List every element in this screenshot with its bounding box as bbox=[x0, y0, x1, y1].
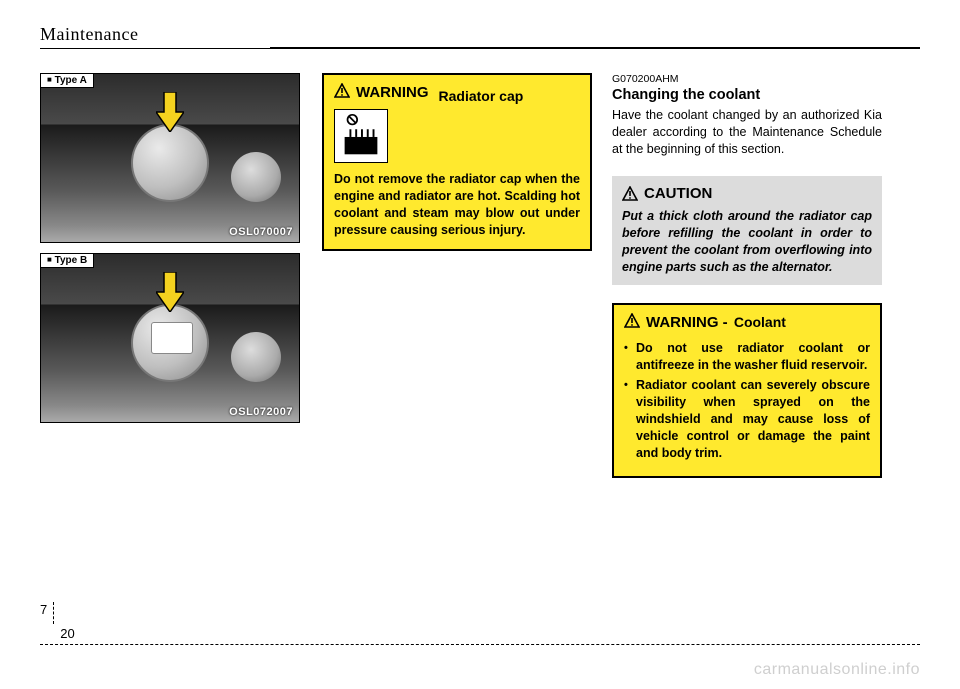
footer-rule bbox=[40, 644, 920, 645]
hot-radiator-icon bbox=[334, 109, 388, 163]
warning-triangle-icon bbox=[334, 83, 350, 99]
list-item: •Do not use radiator coolant or antifree… bbox=[624, 340, 870, 374]
chapter-number: 7 bbox=[40, 602, 54, 624]
warning-triangle-icon-2 bbox=[624, 313, 640, 329]
radiator-cap-b bbox=[131, 304, 209, 382]
caution-header: CAUTION bbox=[622, 184, 872, 204]
watermark: carmanualsonline.info bbox=[754, 661, 920, 679]
right-column: G070200AHM Changing the coolant Have the… bbox=[612, 73, 882, 492]
warning-radiator-subtitle: Radiator cap bbox=[439, 87, 524, 106]
warning-coolant-list: •Do not use radiator coolant or antifree… bbox=[624, 340, 870, 462]
rule-thick bbox=[270, 47, 920, 49]
warning-radiator-body: Do not remove the radiator cap when the … bbox=[334, 171, 580, 239]
header-rule bbox=[40, 47, 920, 49]
radiator-cap-a bbox=[131, 124, 209, 202]
rule-thin bbox=[40, 48, 270, 49]
content-columns: ■ Type A OSL070007 ■ Type B OSL072007 bbox=[40, 73, 920, 492]
manual-page: Maintenance ■ Type A OSL070007 ■ Type B bbox=[0, 0, 960, 689]
figure-code-b: OSL072007 bbox=[229, 406, 293, 418]
warning-coolant-subtitle: Coolant bbox=[734, 314, 786, 330]
footer-page-numbers: 7 20 bbox=[40, 602, 115, 671]
list-item-text: Do not use radiator coolant or antifreez… bbox=[636, 340, 870, 374]
subheading: Changing the coolant bbox=[612, 87, 882, 103]
page-number: 20 bbox=[54, 602, 114, 671]
caution-body: Put a thick cloth around the radiator ca… bbox=[622, 208, 872, 276]
warning-coolant-header: WARNING - Coolant bbox=[624, 313, 870, 333]
figure-label-a: ■ Type A bbox=[41, 74, 94, 88]
arrow-icon-a bbox=[156, 92, 184, 132]
warning-radiator-header: WARNING bbox=[334, 83, 580, 163]
figure-label-a-text: Type A bbox=[55, 75, 87, 86]
caution-triangle-icon bbox=[622, 186, 638, 202]
side-component-b bbox=[231, 332, 281, 382]
figure-type-a: ■ Type A OSL070007 bbox=[40, 73, 300, 243]
list-item-text: Radiator coolant can severely obscure vi… bbox=[636, 377, 870, 461]
figure-label-b: ■ Type B bbox=[41, 254, 94, 268]
body-text: Have the coolant changed by an authorize… bbox=[612, 107, 882, 158]
warning-coolant-title: WARNING - bbox=[646, 314, 732, 331]
middle-column: WARNING bbox=[322, 73, 592, 492]
list-item: •Radiator coolant can severely obscure v… bbox=[624, 377, 870, 461]
doc-code: G070200AHM bbox=[612, 73, 882, 85]
figure-code-a: OSL070007 bbox=[229, 226, 293, 238]
caution-title: CAUTION bbox=[644, 184, 712, 204]
figures-column: ■ Type A OSL070007 ■ Type B OSL072007 bbox=[40, 73, 302, 492]
caution-box: CAUTION Put a thick cloth around the rad… bbox=[612, 176, 882, 286]
page-header: Maintenance bbox=[40, 24, 920, 49]
figure-type-b: ■ Type B OSL072007 bbox=[40, 253, 300, 423]
section-title: Maintenance bbox=[40, 24, 920, 45]
warning-radiator-title: WARNING bbox=[356, 83, 429, 103]
figure-label-b-text: Type B bbox=[55, 255, 88, 266]
arrow-icon-b bbox=[156, 272, 184, 312]
warning-coolant-box: WARNING - Coolant •Do not use radiator c… bbox=[612, 303, 882, 477]
side-component-a bbox=[231, 152, 281, 202]
warning-radiator-box: WARNING bbox=[322, 73, 592, 251]
